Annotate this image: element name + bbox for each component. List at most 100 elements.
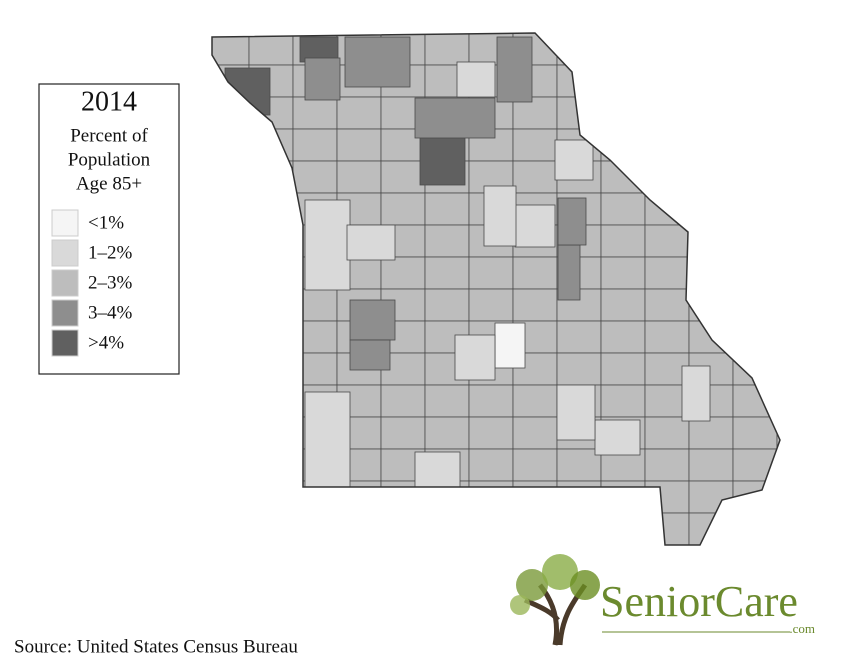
legend-subtitle: Percent of [70, 125, 148, 146]
county [600, 352, 646, 386]
county [776, 128, 780, 162]
county [424, 512, 470, 545]
county [732, 96, 778, 130]
county [600, 384, 646, 418]
county [688, 480, 734, 514]
county [468, 544, 514, 545]
legend-subtitle: Age 85+ [76, 173, 142, 194]
county [346, 224, 396, 261]
county [688, 33, 734, 66]
county [248, 320, 294, 354]
county [732, 256, 778, 290]
county [556, 320, 602, 354]
county [212, 192, 250, 226]
legend-label: >4% [88, 332, 124, 353]
county [512, 416, 558, 450]
county [212, 224, 250, 258]
county [732, 544, 778, 545]
county [732, 416, 778, 450]
county [600, 128, 646, 162]
county [380, 384, 426, 418]
county [732, 33, 778, 66]
county [224, 67, 271, 116]
county [483, 185, 517, 247]
county [776, 320, 780, 354]
logo-tree [510, 554, 600, 646]
county [554, 139, 594, 181]
county [644, 256, 690, 290]
county [494, 322, 526, 369]
county [380, 544, 426, 545]
county [248, 384, 294, 418]
county [556, 480, 602, 514]
county [732, 64, 778, 98]
county [212, 544, 250, 545]
legend-label: <1% [88, 212, 124, 233]
legend-swatch [51, 299, 79, 327]
county [776, 416, 780, 450]
county [212, 128, 250, 162]
county [600, 64, 646, 98]
county [776, 512, 780, 545]
county [212, 512, 250, 545]
county [644, 224, 690, 258]
county [414, 97, 496, 139]
county [380, 512, 426, 545]
county [292, 320, 338, 354]
county [424, 256, 470, 290]
county [424, 224, 470, 258]
county [419, 134, 466, 186]
county [512, 160, 558, 194]
county [212, 384, 250, 418]
county [248, 256, 294, 290]
county [424, 416, 470, 450]
county [454, 334, 496, 381]
county [424, 544, 470, 545]
county [292, 352, 338, 386]
county [776, 448, 780, 482]
county [732, 224, 778, 258]
county [414, 451, 461, 488]
county [776, 480, 780, 514]
county [688, 128, 734, 162]
county [212, 416, 250, 450]
county [644, 128, 690, 162]
county [732, 192, 778, 226]
county [248, 480, 294, 514]
county [776, 160, 780, 194]
county [212, 480, 250, 514]
county [600, 320, 646, 354]
county [681, 365, 711, 422]
county [600, 192, 646, 226]
legend-swatch [51, 209, 79, 237]
county [212, 352, 250, 386]
county [212, 256, 250, 290]
county [292, 128, 338, 162]
county [556, 33, 602, 66]
county [644, 160, 690, 194]
county [600, 288, 646, 322]
county [688, 256, 734, 290]
county [732, 128, 778, 162]
county [292, 512, 338, 545]
county [644, 544, 690, 545]
county [304, 57, 341, 101]
county [304, 391, 351, 488]
legend-label: 3–4% [88, 302, 133, 323]
county [292, 544, 338, 545]
county [644, 480, 690, 514]
county [688, 512, 734, 545]
county [248, 224, 294, 258]
logo-text: SeniorCare [600, 577, 798, 626]
county [514, 204, 556, 248]
county [556, 352, 602, 386]
county [600, 96, 646, 130]
county [776, 33, 780, 66]
county [732, 320, 778, 354]
county [688, 288, 734, 322]
county [644, 33, 690, 66]
county [292, 160, 338, 194]
county [644, 288, 690, 322]
county [248, 33, 294, 66]
county [776, 256, 780, 290]
